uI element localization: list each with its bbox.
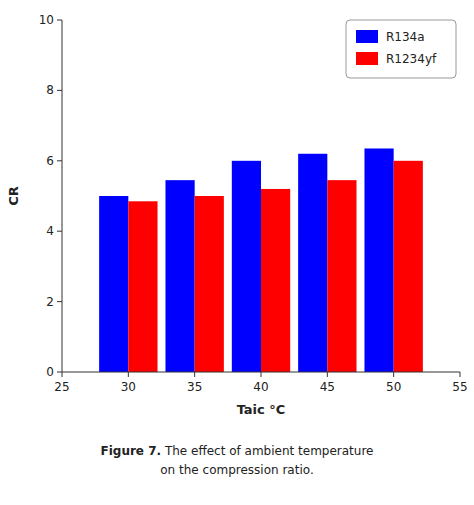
y-tick-label: 8 [46,83,54,97]
x-tick-label: 55 [452,380,467,394]
y-tick [57,160,62,161]
legend-box [346,20,456,78]
caption-line: Figure 7. The effect of ambient temperat… [100,444,373,458]
y-tick-label: 2 [46,295,54,309]
x-tick-label: 35 [187,380,202,394]
y-tick-label: 0 [46,365,54,379]
legend-swatch [356,30,378,43]
x-tick [460,372,461,377]
x-tick-label: 50 [386,380,401,394]
y-tick [57,231,62,232]
x-tick-label: 40 [253,380,268,394]
bar [195,196,224,372]
y-tick [57,372,62,373]
x-tick [393,372,394,377]
chart: 0 2 4 6 8 10 25 30 35 40 45 50 55 Taic °C CR R134a R1234… [0,0,474,505]
x-tick [128,372,129,377]
legend-label: R134a [386,30,425,44]
x-tick-label: 45 [320,380,335,394]
bar [165,180,194,372]
y-tick-label: 6 [46,154,54,168]
x-tick [327,372,328,377]
x-tick-label: 25 [54,380,69,394]
bar [261,189,290,372]
bar [298,154,327,372]
x-axis-label: Taic °C [237,402,286,417]
bar [327,180,356,372]
x-tick [261,372,262,377]
y-tick [57,301,62,302]
y-axis-label: CR [6,186,21,206]
bar [364,148,393,372]
legend-label: R1234yf [386,52,437,66]
caption-text: on the compression ratio. [160,463,313,477]
x-tick [62,372,63,377]
y-axis-line [62,20,63,372]
y-tick-label: 4 [46,224,54,238]
bar [128,201,157,372]
x-tick [194,372,195,377]
caption-bold: Figure 7. [100,444,161,458]
caption-text: The effect of ambient temperature [161,444,373,458]
y-tick [57,90,62,91]
y-tick-label: 10 [39,13,54,27]
legend-swatch [356,52,378,65]
bar [99,196,128,372]
bar [394,161,423,372]
bars [99,148,423,372]
x-tick-label: 30 [121,380,136,394]
bar [232,161,261,372]
legend: R134a R1234yf [346,20,456,78]
y-tick [57,20,62,21]
